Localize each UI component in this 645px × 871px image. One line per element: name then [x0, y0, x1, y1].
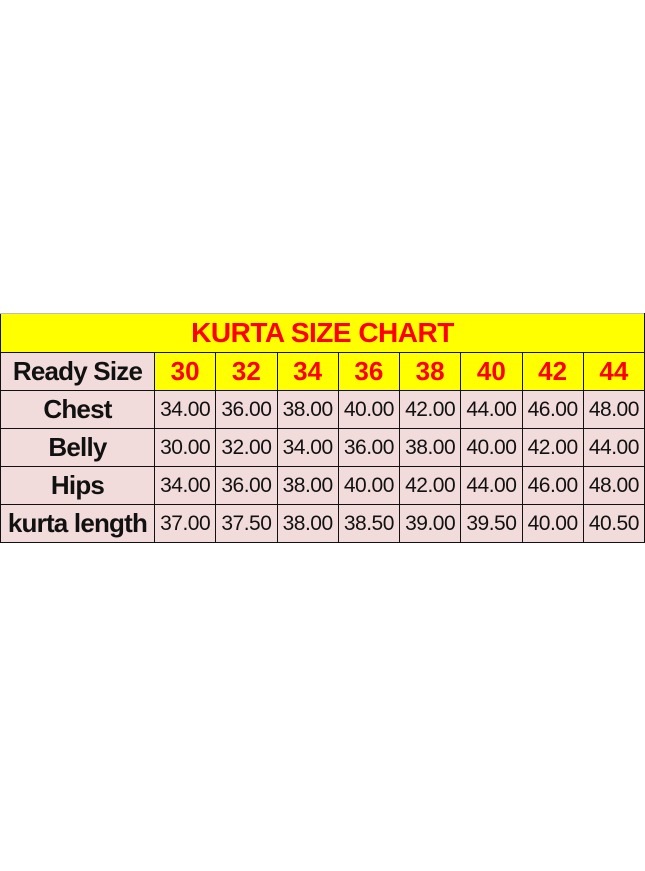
- measurement-cell: 39.00: [398, 504, 462, 543]
- row-label: Hips: [0, 466, 155, 505]
- measurement-cell: 42.00: [398, 390, 462, 429]
- measurement-cell: 46.00: [521, 390, 584, 429]
- measurement-cell: 37.00: [153, 504, 217, 543]
- measurement-cell: 40.00: [521, 504, 584, 543]
- measurement-cell: 44.00: [460, 390, 523, 429]
- measurement-cell: 40.00: [337, 390, 401, 429]
- measurement-cell: 38.00: [276, 504, 339, 543]
- table-row: kurta length 37.00 37.50 38.00 38.50 39.00 39.…: [0, 504, 645, 543]
- size-header-cell: 42: [521, 352, 584, 391]
- measurement-cell: 34.00: [153, 466, 217, 505]
- measurement-cell: 38.00: [276, 466, 339, 505]
- size-header-cell: 38: [398, 352, 462, 391]
- measurement-cell: 48.00: [582, 466, 645, 505]
- measurement-cell: 40.00: [460, 428, 523, 467]
- measurement-cell: 42.00: [398, 466, 462, 505]
- measurement-cell: 44.00: [582, 428, 645, 467]
- row-label: kurta length: [0, 504, 155, 543]
- size-header-cell: 44: [582, 352, 645, 391]
- size-header-cell: 32: [215, 352, 278, 391]
- measurement-cell: 30.00: [153, 428, 217, 467]
- measurement-cell: 40.50: [582, 504, 645, 543]
- measurement-cell: 37.50: [215, 504, 278, 543]
- size-header-cell: 36: [337, 352, 401, 391]
- measurement-cell: 36.00: [215, 466, 278, 505]
- measurement-cell: 36.00: [215, 390, 278, 429]
- measurement-cell: 46.00: [521, 466, 584, 505]
- measurement-cell: 39.50: [460, 504, 523, 543]
- ready-size-label: Ready Size: [0, 352, 155, 391]
- measurement-cell: 40.00: [337, 466, 401, 505]
- measurement-cell: 36.00: [337, 428, 401, 467]
- measurement-cell: 38.50: [337, 504, 401, 543]
- measurement-cell: 42.00: [521, 428, 584, 467]
- row-label: Chest: [0, 390, 155, 429]
- size-header-cell: 34: [276, 352, 339, 391]
- chart-title: KURTA SIZE CHART: [0, 313, 645, 353]
- size-header-cell: 30: [153, 352, 217, 391]
- measurement-cell: 38.00: [276, 390, 339, 429]
- measurement-cell: 48.00: [582, 390, 645, 429]
- size-header-cell: 40: [460, 352, 523, 391]
- measurement-cell: 34.00: [153, 390, 217, 429]
- measurement-cell: 44.00: [460, 466, 523, 505]
- table-row: Belly 30.00 32.00 34.00 36.00 38.00 40.00 42.00…: [0, 428, 645, 467]
- size-header-row: Ready Size 30 32 34 36 38 40 42 44: [0, 352, 645, 391]
- row-label: Belly: [0, 428, 155, 467]
- kurta-size-chart-table: KURTA SIZE CHART Ready Size 30 32 34 36 38 40…: [0, 313, 645, 543]
- measurement-cell: 32.00: [215, 428, 278, 467]
- table-row: Chest 34.00 36.00 38.00 40.00 42.00 44.00 46.00…: [0, 390, 645, 429]
- measurement-cell: 38.00: [398, 428, 462, 467]
- table-row: Hips 34.00 36.00 38.00 40.00 42.00 44.00 46.00 4…: [0, 466, 645, 505]
- measurement-cell: 34.00: [276, 428, 339, 467]
